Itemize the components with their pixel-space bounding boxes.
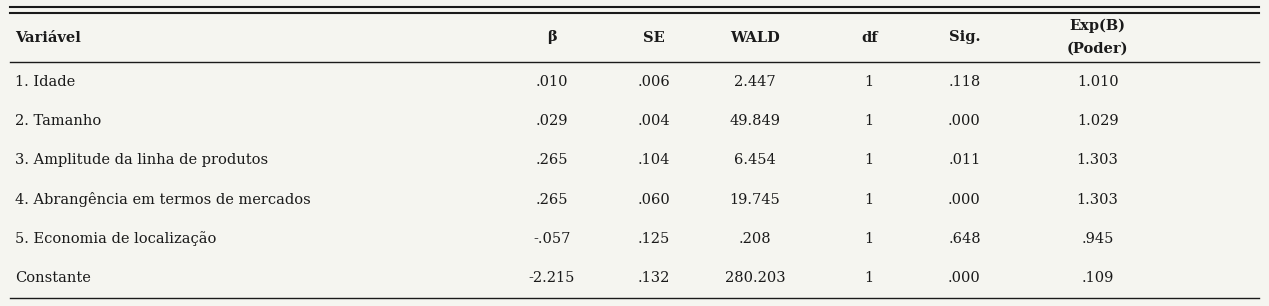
Text: 1.303: 1.303 xyxy=(1077,193,1118,207)
Text: 1: 1 xyxy=(864,232,874,246)
Text: .010: .010 xyxy=(536,75,569,89)
Text: .118: .118 xyxy=(948,75,981,89)
Text: β: β xyxy=(547,31,557,44)
Text: Constante: Constante xyxy=(15,271,91,285)
Text: .265: .265 xyxy=(536,193,569,207)
Text: 1: 1 xyxy=(864,114,874,128)
Text: .006: .006 xyxy=(637,75,670,89)
Text: 4. Abrangência em termos de mercados: 4. Abrangência em termos de mercados xyxy=(15,192,311,207)
Text: .004: .004 xyxy=(637,114,670,128)
Text: .060: .060 xyxy=(637,193,670,207)
Text: .104: .104 xyxy=(637,153,670,167)
Text: .000: .000 xyxy=(948,114,981,128)
Text: Sig.: Sig. xyxy=(949,31,980,44)
Text: .029: .029 xyxy=(536,114,569,128)
Text: 1.010: 1.010 xyxy=(1077,75,1118,89)
Text: 19.745: 19.745 xyxy=(730,193,780,207)
Text: 1.303: 1.303 xyxy=(1077,153,1118,167)
Text: .265: .265 xyxy=(536,153,569,167)
Text: .945: .945 xyxy=(1081,232,1114,246)
Text: 2.447: 2.447 xyxy=(735,75,775,89)
Text: 1. Idade: 1. Idade xyxy=(15,75,75,89)
Text: .109: .109 xyxy=(1081,271,1114,285)
Text: 1: 1 xyxy=(864,193,874,207)
Text: df: df xyxy=(860,31,878,44)
Text: .011: .011 xyxy=(948,153,981,167)
Text: 280.203: 280.203 xyxy=(725,271,786,285)
Text: 5. Economia de localização: 5. Economia de localização xyxy=(15,232,217,246)
Text: .648: .648 xyxy=(948,232,981,246)
Text: 6.454: 6.454 xyxy=(735,153,775,167)
Text: -.057: -.057 xyxy=(533,232,571,246)
Text: .000: .000 xyxy=(948,193,981,207)
Text: .000: .000 xyxy=(948,271,981,285)
Text: -2.215: -2.215 xyxy=(529,271,575,285)
Text: Variável: Variável xyxy=(15,31,81,44)
Text: 1: 1 xyxy=(864,75,874,89)
Text: SE: SE xyxy=(642,31,665,44)
Text: 1: 1 xyxy=(864,153,874,167)
Text: 1: 1 xyxy=(864,271,874,285)
Text: .208: .208 xyxy=(739,232,772,246)
Text: .132: .132 xyxy=(637,271,670,285)
Text: 2. Tamanho: 2. Tamanho xyxy=(15,114,102,128)
Text: 1.029: 1.029 xyxy=(1077,114,1118,128)
Text: .125: .125 xyxy=(637,232,670,246)
Text: 49.849: 49.849 xyxy=(730,114,780,128)
Text: (Poder): (Poder) xyxy=(1067,42,1128,56)
Text: Exp(B): Exp(B) xyxy=(1070,19,1126,33)
Text: 3. Amplitude da linha de produtos: 3. Amplitude da linha de produtos xyxy=(15,153,268,167)
Text: WALD: WALD xyxy=(730,31,780,44)
